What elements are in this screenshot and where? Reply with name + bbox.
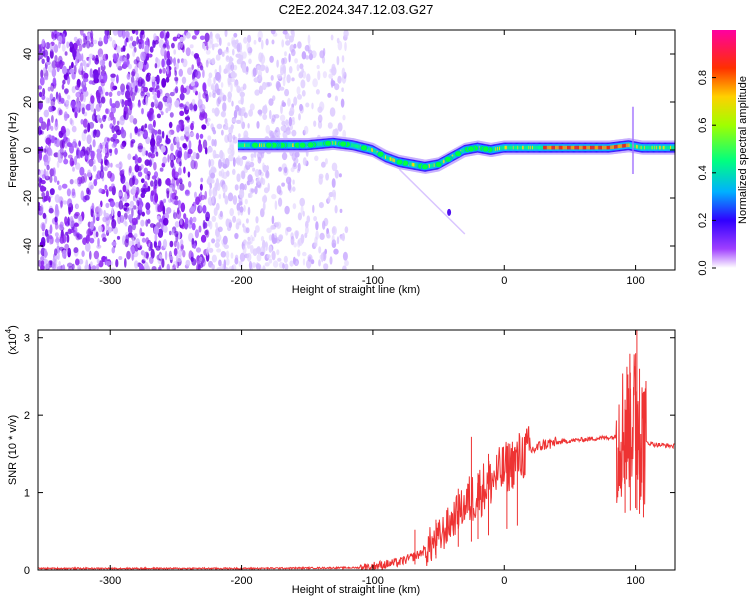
noise-speckle-region xyxy=(38,30,349,270)
colorbar-gradient xyxy=(712,30,736,268)
spectrogram-x-tick-label: 100 xyxy=(626,275,644,287)
figure-title: C2E2.2024.347.12.03.G27 xyxy=(279,2,434,17)
snr-x-tick-label: -200 xyxy=(231,575,253,587)
spectrogram-x-tick-label: 0 xyxy=(501,275,507,287)
ridge-outlier xyxy=(447,208,452,216)
colorbar-tick-label: 0.4 xyxy=(697,165,709,180)
spectrogram-y-tick-label: 0 xyxy=(22,147,34,153)
spectrogram-y-tick-label: 20 xyxy=(22,96,34,108)
snr-x-label: Height of straight line (km) xyxy=(292,584,420,596)
snr-plot: -300 -200 -100 0 100 0 1 2 3 Height of straight … xyxy=(4,325,676,596)
snr-x-tick-label: -100 xyxy=(362,575,384,587)
ridge-streak xyxy=(398,168,466,235)
snr-x-tick-label: 0 xyxy=(501,575,507,587)
colorbar-tick-label: 0.6 xyxy=(697,118,709,133)
colorbar-tick-label: 0.2 xyxy=(697,213,709,228)
snr-frame xyxy=(37,329,676,571)
spectrogram-y-tick-label: -20 xyxy=(22,190,34,206)
snr-y-tick-label: 1 xyxy=(24,488,30,500)
signal-ridge xyxy=(237,106,675,235)
colorbar-label: Normalized spectral amplitude xyxy=(737,76,749,224)
snr-y-tick-label: 3 xyxy=(24,333,30,345)
snr-y-tick-label: 2 xyxy=(24,410,30,422)
spectrogram-x-tick-label: -100 xyxy=(362,275,384,287)
spectrogram-x-tick-label: -300 xyxy=(99,275,121,287)
spectrogram-x-label: Height of straight line (km) xyxy=(292,284,420,296)
snr-series-line xyxy=(38,353,675,570)
colorbar: 0.0 0.2 0.4 0.6 0.8 Normalized spectral ampl… xyxy=(697,30,749,276)
snr-x-tick-label: 100 xyxy=(626,575,644,587)
snr-y-multiplier: (x104) xyxy=(4,325,19,355)
snr-y-tick-label: 0 xyxy=(24,565,30,577)
spectrogram-x-tick-label: -200 xyxy=(231,275,253,287)
spectrogram-y-tick-label: 40 xyxy=(22,48,34,60)
colorbar-tick-label: 0.0 xyxy=(697,260,709,275)
spectrogram-y-label: Frequency (Hz) xyxy=(7,112,19,188)
spectrogram-y-tick-label: -40 xyxy=(22,238,34,254)
snr-x-tick-label: -300 xyxy=(99,575,121,587)
colorbar-tick-label: 0.8 xyxy=(697,70,709,85)
snr-y-label: SNR (10 * v/v) xyxy=(7,415,19,485)
